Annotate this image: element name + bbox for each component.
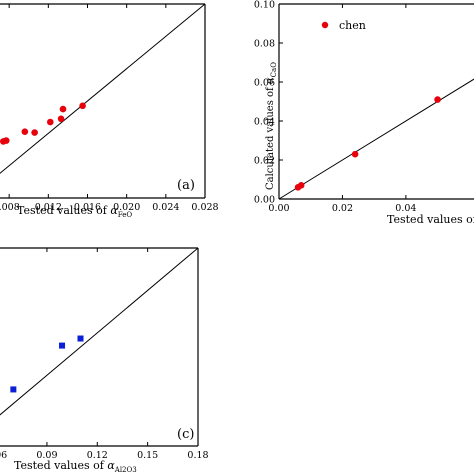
panel-c-frame [0,247,199,447]
panel-c-data-point [10,386,17,393]
panel-b-data-point [351,150,359,158]
panel-a-x-tick-label: 0.016 [74,202,101,213]
panel-b-y-tick-label: 0.04 [254,117,275,128]
panel-c-x-axis-label: Tested values of αAl2O3 [14,459,137,474]
panel-c-x-axis-label-symbol: α [107,459,115,472]
panel-a-x-tick-label: 0.024 [152,202,179,213]
panel-b-y-tick-label: 0.02 [254,156,275,167]
panel-b-legend: chen [321,19,366,32]
panel-c-x-axis-label-subscript: Al2O3 [114,466,137,474]
panel-c-ticks [46,248,199,446]
panel-a-x-axis-label: Tested values of αFeO [17,204,132,219]
panel-a-x-axis-label-subscript: FeO [118,211,133,219]
panel-a-data-point [21,128,29,136]
panel-b-y-axis-label-symbol: α [265,77,276,84]
panel-b-y-tick-label: 0.08 [254,39,275,50]
panel-b-y-tick-label: 0.06 [254,78,275,89]
panel-c-points [10,335,84,393]
panel-b-y-axis-label: Calculated values of αCaO [265,62,278,190]
panel-a-frame [0,3,206,199]
panel-b-x-axis-label: Tested values of α [387,213,474,226]
panel-a-data-point [57,115,65,123]
panel-a-x-axis-label-symbol: α [110,204,118,217]
panel-b-legend-marker [321,21,329,29]
panel-b-y-tick-label: 0.10 [254,0,275,11]
panel-b-ticks [278,3,407,200]
panel-b-data-point [297,182,305,189]
panel-b: 0.00 0.02 0.04 0.00 0.02 0.04 0.06 0.08 0.10 che… [254,0,474,226]
panel-c-data-point [59,342,66,349]
panel-a-diagonal-line [0,3,206,174]
panel-a-x-tick-label: 0.028 [191,202,218,213]
panel-a-label: (a) [177,178,195,193]
panel-b-y-tick-label: 0.00 [254,195,275,206]
panel-b-x-tick-label: 0.04 [395,203,416,214]
panel-a-data-point [31,129,38,136]
panel-a-x-axis-label-text: Tested values of [17,204,110,217]
panel-c-x-tick-label: 0.09 [36,450,57,461]
panel-b-data-point [434,96,441,103]
panel-a-data-point [59,105,67,113]
panel-a-x-tick-label: 0.012 [35,202,62,213]
panel-a-x-tick-label: 0.020 [113,202,140,213]
panel-b-diagonal-line [278,78,474,200]
panel-c-data-point [77,335,84,342]
panel-b-x-tick-label: 0.00 [268,203,289,214]
panel-c-label: (c) [177,427,194,442]
panel-c-diagonal-line [0,247,199,416]
panel-b-frame [278,3,474,200]
panel-c-x-tick-label: 0.06 [0,450,7,461]
panel-c: 0.06 0.09 0.12 0.15 0.18 (c) Tested values o… [0,247,209,474]
panel-a-tick-labels: .008 0.012 0.016 0.020 0.024 0.028 [0,202,219,213]
panel-a-data-point [79,102,86,110]
panel-c-x-tick-label: 0.15 [137,450,158,461]
panel-b-y-axis-label-subscript: CaO [270,62,278,78]
panel-a: .008 0.012 0.016 0.020 0.024 0.028 (a) Tested… [0,3,219,219]
panel-c-x-tick-label: 0.18 [187,450,208,461]
panel-b-tick-labels: 0.00 0.02 0.04 0.00 0.02 0.04 0.06 0.08 0.10 [254,0,417,214]
panel-a-points [0,102,86,145]
panel-a-ticks [8,4,206,198]
panel-a-data-point [2,137,10,144]
panel-a-data-point [46,118,54,126]
panel-c-x-axis-label-text: Tested values of [14,459,107,472]
panel-c-x-tick-label: 0.12 [87,450,108,461]
panel-c-tick-labels: 0.06 0.09 0.12 0.15 0.18 [0,450,209,461]
panel-b-y-axis-label-text: Calculated values of [265,84,276,190]
panel-a-x-tick-label: .008 [0,202,20,213]
panel-b-x-axis-label-text: Tested values of [387,213,474,226]
panel-b-x-tick-label: 0.02 [332,203,353,214]
panel-b-legend-label: chen [339,19,366,32]
panel-b-points [294,96,441,191]
